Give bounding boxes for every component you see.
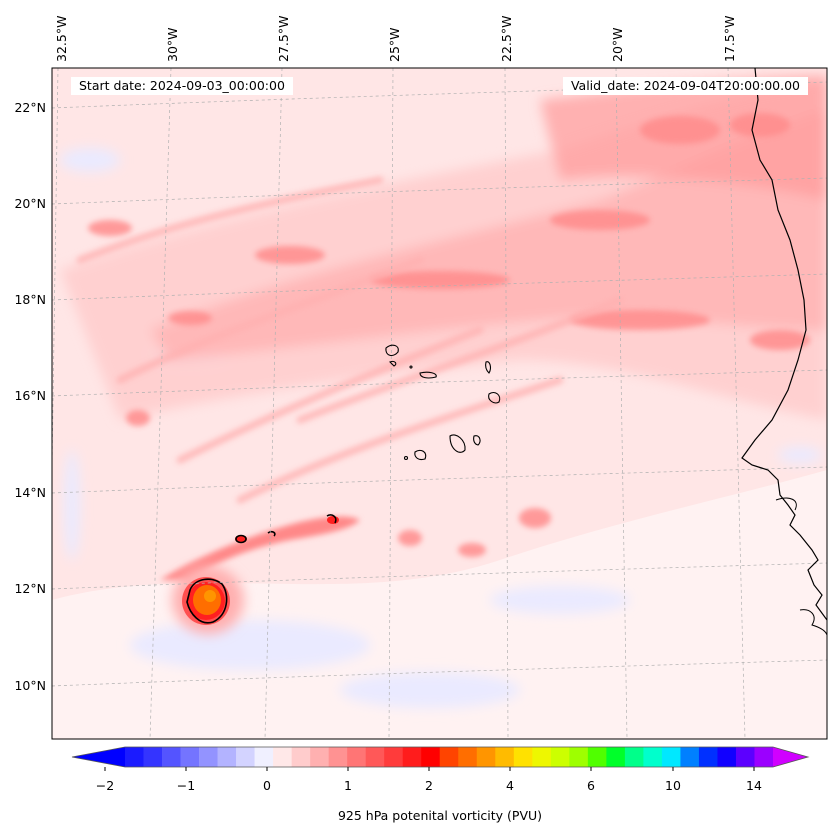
lon-label: 27.5°W: [276, 16, 291, 62]
longitude-labels: 32.5°W 30°W 27.5°W 25°W 22.5°W 20°W 17.5…: [54, 16, 737, 62]
lon-label: 17.5°W: [722, 16, 737, 62]
colorbar-segment: [569, 747, 589, 767]
pv-field: [52, 68, 827, 739]
colorbar-segment: [606, 747, 626, 767]
colorbar-segment: [476, 747, 496, 767]
colorbar-segment: [717, 747, 737, 767]
colorbar-segment: [199, 747, 218, 767]
lon-label: 25°W: [387, 27, 402, 62]
colorbar-over-arrow: [773, 747, 808, 767]
colorbar-segment: [125, 747, 144, 767]
colorbar-segment: [624, 747, 644, 767]
colorbar-segment: [310, 747, 329, 767]
colorbar-segment: [384, 747, 404, 767]
lat-label: 22°N: [14, 100, 46, 115]
colorbar-segment: [458, 747, 478, 767]
colorbar-segment: [513, 747, 533, 767]
colorbar-segment: [495, 747, 515, 767]
colorbar-segment: [550, 747, 570, 767]
colorbar-segment: [661, 747, 681, 767]
latitude-labels: 22°N 20°N 18°N 16°N 14°N 12°N 10°N: [14, 100, 46, 693]
colorbar-segment: [680, 747, 700, 767]
colorbar-segment: [273, 747, 292, 767]
colorbar-tick-label: −2: [96, 778, 114, 793]
colorbar-under-arrow: [72, 747, 125, 767]
valid-date-label: Valid_date: 2024-09-04T20:00:00.00: [562, 77, 808, 95]
lon-label: 22.5°W: [499, 16, 514, 62]
colorbar-tick-label: 14: [746, 778, 762, 793]
colorbar-segment: [254, 747, 274, 767]
colorbar-segment: [754, 747, 774, 767]
colorbar-segment: [143, 747, 163, 767]
colorbar-tick-label: −1: [177, 778, 195, 793]
lat-label: 12°N: [14, 581, 46, 596]
colorbar-segment: [532, 747, 552, 767]
lon-label: 32.5°W: [54, 16, 69, 62]
lon-label: 20°W: [610, 27, 625, 62]
colorbar-segment: [365, 747, 385, 767]
colorbar-segment: [328, 747, 348, 767]
colorbar-segment: [180, 747, 200, 767]
start-date-label: Start date: 2024-09-03_00:00:00: [71, 77, 293, 95]
colorbar: −2 −1 0 1 2 4 6 10 14: [71, 746, 810, 793]
colorbar-segment: [162, 747, 181, 767]
map-frame: [51, 67, 828, 740]
colorbar-tick-label: 2: [425, 778, 433, 793]
lat-label: 20°N: [14, 196, 46, 211]
islands: [385, 344, 501, 461]
lon-label: 30°W: [165, 27, 180, 62]
colorbar-segment: [735, 747, 755, 767]
colorbar-segment: [421, 747, 441, 767]
colorbar-segment: [402, 747, 422, 767]
lat-label: 14°N: [14, 485, 46, 500]
colorbar-tick-label: 4: [506, 778, 514, 793]
colorbar-segment: [347, 747, 366, 767]
colorbar-segment: [643, 747, 663, 767]
colorbar-tick-label: 10: [665, 778, 681, 793]
lat-label: 16°N: [14, 388, 46, 403]
colorbar-segment: [439, 747, 459, 767]
colorbar-segment: [236, 747, 255, 767]
colorbar-segment: [698, 747, 718, 767]
colorbar-title: 925 hPa potenital vorticity (PVU): [337, 808, 543, 823]
coastline: [741, 68, 827, 621]
colorbar-segment: [217, 747, 237, 767]
lat-label: 18°N: [14, 292, 46, 307]
colorbar-tick-label: 6: [587, 778, 595, 793]
colorbar-segment: [291, 747, 311, 767]
colorbar-segment: [587, 747, 607, 767]
colorbar-tick-label: 1: [344, 778, 352, 793]
lat-label: 10°N: [14, 678, 46, 693]
colorbar-tick-label: 0: [263, 778, 271, 793]
